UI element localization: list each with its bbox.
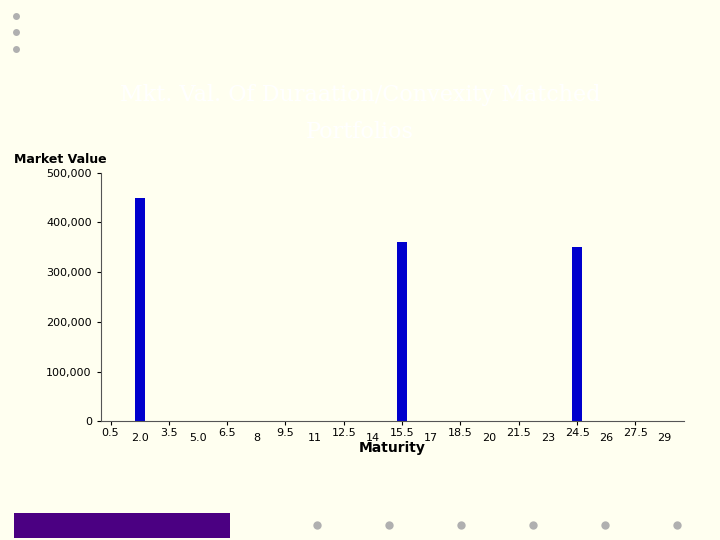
Text: 26: 26	[599, 434, 613, 443]
FancyBboxPatch shape	[14, 512, 230, 538]
Text: Mkt. Val. Of Duraation/Convexity Matched: Mkt. Val. Of Duraation/Convexity Matched	[120, 84, 600, 106]
Text: 2.0: 2.0	[131, 434, 148, 443]
Bar	[572, 247, 582, 421]
Text: Market Value: Market Value	[14, 153, 107, 166]
Text: 29: 29	[657, 434, 672, 443]
Bar	[135, 198, 145, 421]
Text: 8: 8	[253, 434, 260, 443]
Bar	[397, 242, 407, 421]
Text: Portfolios: Portfolios	[306, 121, 414, 143]
Text: Maturity: Maturity	[359, 441, 426, 455]
Text: 14: 14	[366, 434, 380, 443]
Text: 23: 23	[541, 434, 555, 443]
Text: 20: 20	[482, 434, 497, 443]
Text: 5.0: 5.0	[189, 434, 207, 443]
Text: 11: 11	[307, 434, 322, 443]
Text: 17: 17	[424, 434, 438, 443]
